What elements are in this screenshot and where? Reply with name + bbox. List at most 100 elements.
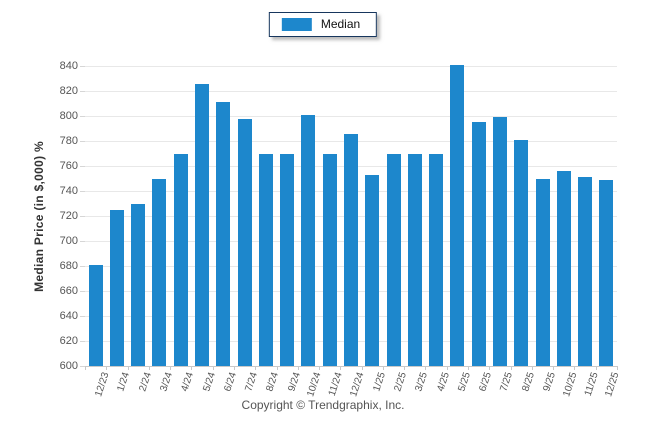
x-axis-tick — [531, 366, 533, 370]
x-axis-tick — [85, 366, 86, 370]
bar-7-24 — [237, 118, 252, 366]
bar-10-25 — [556, 171, 571, 366]
y-tick-label: 780 — [59, 135, 78, 147]
y-tick-label: 820 — [59, 85, 78, 97]
y-tick-label: 600 — [59, 360, 78, 372]
y-axis-tick — [80, 316, 85, 317]
y-tick-label: 760 — [59, 160, 78, 172]
y-tick-label: 680 — [59, 260, 78, 272]
x-tick-label: 7/25 — [498, 371, 516, 393]
x-axis-tick — [446, 366, 448, 370]
x-axis-tick — [595, 366, 597, 370]
x-tick-label: 2/24 — [137, 371, 154, 393]
x-tick-label: 11/25 — [582, 371, 601, 398]
x-axis-tick — [510, 366, 512, 370]
bar-3-25 — [407, 153, 422, 366]
bar-6-24 — [216, 102, 231, 366]
bar-4-24 — [173, 153, 188, 366]
bar-12-23 — [88, 264, 103, 366]
x-tick-label: 3/25 — [413, 371, 431, 393]
plot-area: 12/23 1/24 2/24 3/24 4/24 5/24 6/24 7/24 8/24 9/2… — [80, 64, 622, 398]
x-axis-tick — [382, 366, 384, 370]
bar-7-25 — [492, 117, 507, 366]
x-tick-label: 10/25 — [561, 371, 580, 399]
bar-8-25 — [514, 139, 529, 366]
bar-9-25 — [535, 178, 550, 366]
x-axis-tick — [404, 366, 406, 370]
y-axis-tick — [80, 341, 85, 342]
bar-1-25 — [365, 174, 380, 366]
bar-4-25 — [429, 153, 444, 366]
bar-12-25 — [599, 179, 614, 366]
x-axis-tick — [574, 366, 576, 370]
y-axis-tick — [80, 166, 85, 167]
y-tick-label: 620 — [59, 335, 78, 347]
legend: Median — [268, 12, 378, 37]
y-axis-tick — [80, 241, 85, 242]
x-tick-label: 8/24 — [264, 371, 282, 393]
y-axis-tick — [80, 366, 85, 367]
x-tick-label: 9/24 — [286, 371, 303, 393]
gridline — [85, 66, 617, 67]
x-tick-label: 4/24 — [179, 371, 197, 393]
x-axis-tick — [319, 366, 321, 370]
x-axis-tick — [276, 366, 278, 370]
y-axis-tick — [80, 141, 85, 142]
bar-9-24 — [280, 153, 295, 366]
x-axis-tick — [191, 366, 193, 370]
x-tick-label: 4/25 — [435, 371, 452, 393]
x-axis-tick — [148, 366, 150, 370]
x-axis-line — [85, 366, 617, 367]
x-tick-label: 5/25 — [456, 371, 473, 393]
x-tick-label: 7/24 — [243, 371, 261, 393]
x-tick-label: 8/25 — [520, 371, 537, 393]
x-axis-tick — [255, 366, 257, 370]
x-axis-tick — [468, 366, 470, 370]
x-axis-tick — [233, 366, 235, 370]
x-tick-label: 6/25 — [477, 371, 495, 393]
bar-10-24 — [301, 114, 316, 366]
y-axis-tick — [80, 291, 85, 292]
x-tick-label: 5/24 — [201, 371, 218, 393]
y-axis-tick — [80, 191, 85, 192]
bar-5-24 — [195, 83, 210, 366]
y-tick-label: 700 — [59, 235, 78, 247]
copyright-text: Copyright © Trendgraphix, Inc. — [241, 398, 405, 412]
y-tick-label: 840 — [59, 60, 78, 72]
legend-swatch-median — [281, 18, 312, 31]
x-tick-label: 12/24 — [348, 371, 367, 399]
bar-3-24 — [152, 178, 167, 366]
x-axis-tick — [489, 366, 491, 370]
x-axis-tick — [212, 366, 214, 370]
bar-11-25 — [578, 177, 593, 366]
bar-2-25 — [386, 153, 401, 366]
bar-11-24 — [322, 153, 337, 366]
bar-12-24 — [344, 133, 358, 366]
x-axis-tick — [106, 366, 108, 370]
x-axis-tick — [127, 366, 129, 370]
gridline — [85, 116, 617, 117]
x-tick-label: 2/25 — [392, 371, 410, 393]
y-axis-tick — [80, 66, 85, 67]
x-axis-tick — [297, 366, 299, 370]
y-tick-label: 740 — [59, 185, 78, 197]
y-axis-tick — [80, 91, 85, 92]
legend-label-median: Median — [320, 17, 361, 31]
y-axis-tick — [80, 266, 85, 267]
x-tick-label: 9/25 — [541, 371, 558, 393]
x-axis-tick — [170, 366, 172, 370]
bar-6-25 — [471, 122, 486, 366]
x-tick-label: 12/25 — [603, 371, 622, 399]
x-axis-tick — [340, 366, 342, 370]
x-axis-tick — [361, 366, 363, 370]
bar-8-24 — [258, 153, 273, 366]
x-tick-label: 3/24 — [158, 371, 175, 393]
x-tick-label: 12/23 — [92, 371, 112, 399]
y-axis-tick — [80, 116, 85, 117]
y-tick-label: 660 — [59, 285, 78, 297]
bar-5-25 — [450, 64, 465, 366]
y-tick-label: 800 — [59, 110, 78, 122]
y-axis-tick-labels: 840 820 800 780 760 740 720 700 680 660 640 620 600 — [0, 60, 78, 372]
bar-1-24 — [109, 209, 124, 366]
x-tick-label: 10/24 — [305, 371, 324, 399]
